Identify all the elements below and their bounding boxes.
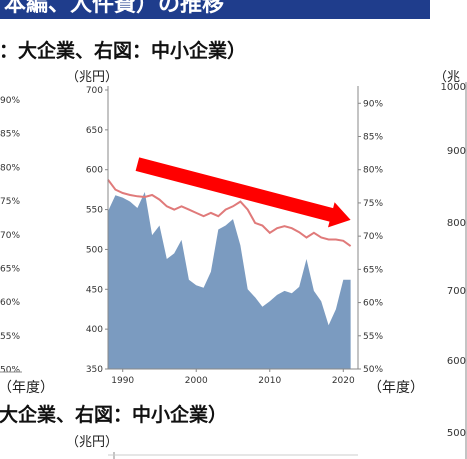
y-left-tick-label: 500 — [86, 245, 103, 255]
x-tick-label: 2020 — [332, 376, 355, 386]
y-right-tick-label: 60% — [363, 299, 383, 309]
right-panel-tick-label: 800 — [447, 218, 466, 229]
y-right-tick-label: 70% — [363, 232, 383, 242]
y-left-tick-label: 350 — [86, 365, 103, 375]
unit-label-main: （兆円） — [66, 70, 119, 85]
y-right-tick-label: 80% — [363, 166, 383, 176]
y-left-tick-label: 650 — [86, 126, 103, 136]
y-left-tick-label: 400 — [86, 325, 103, 335]
section-heading-bottom: ：大企業、右図：中小企業） — [0, 404, 228, 426]
banner-title: 本編、人件費）の推移 — [4, 0, 225, 17]
left-panel-tick-label: 90% — [0, 96, 20, 106]
left-panel-tick-label: 70% — [0, 231, 20, 241]
year-label-left: （年度） — [0, 380, 54, 396]
left-panel-tick-label: 80% — [0, 163, 20, 173]
right-panel-tick-label: 1000 — [441, 82, 466, 93]
left-panel-tick-label: 85% — [0, 130, 20, 140]
line-series — [107, 179, 352, 247]
y-right-tick-label: 85% — [363, 133, 383, 143]
right-panel-tick-label: 900 — [447, 146, 466, 157]
y-left-tick-label: 700 — [86, 86, 103, 96]
right-panel-tick-label: 700 — [447, 286, 466, 297]
y-right-tick-label: 50% — [363, 365, 383, 375]
title-banner: 本編、人件費）の推移 — [0, 0, 430, 19]
trend-arrow — [135, 157, 351, 228]
left-panel-tick-label: 60% — [0, 298, 20, 308]
y-right-tick-label: 75% — [363, 199, 383, 209]
right-panel-tick-label: 500 — [447, 428, 466, 439]
x-tick-label: 1990 — [111, 376, 134, 386]
left-panel-tick-label: 55% — [0, 332, 20, 342]
left-panel-tick-label: 75% — [0, 197, 20, 207]
unit-label-bottom: （兆円） — [66, 435, 119, 450]
y-right-tick-label: 90% — [363, 99, 383, 109]
unit-label-right-panel: （兆 — [434, 70, 461, 85]
y-right-tick-label: 55% — [363, 332, 383, 342]
left-panel-tick-label: 65% — [0, 265, 20, 275]
y-left-tick-label: 600 — [86, 166, 103, 176]
x-tick-label: 2000 — [185, 376, 208, 386]
section-heading-top: 図：大企業、右図：中小企業） — [0, 40, 247, 62]
y-left-tick-label: 450 — [86, 285, 103, 295]
year-label-main: （年度） — [368, 380, 424, 396]
y-right-tick-label: 65% — [363, 265, 383, 275]
x-tick-label: 2010 — [258, 376, 281, 386]
y-left-tick-label: 550 — [86, 206, 103, 216]
left-panel-tick-label: 50% — [0, 366, 20, 376]
right-panel-tick-label: 600 — [447, 356, 466, 367]
area-series — [108, 192, 351, 369]
